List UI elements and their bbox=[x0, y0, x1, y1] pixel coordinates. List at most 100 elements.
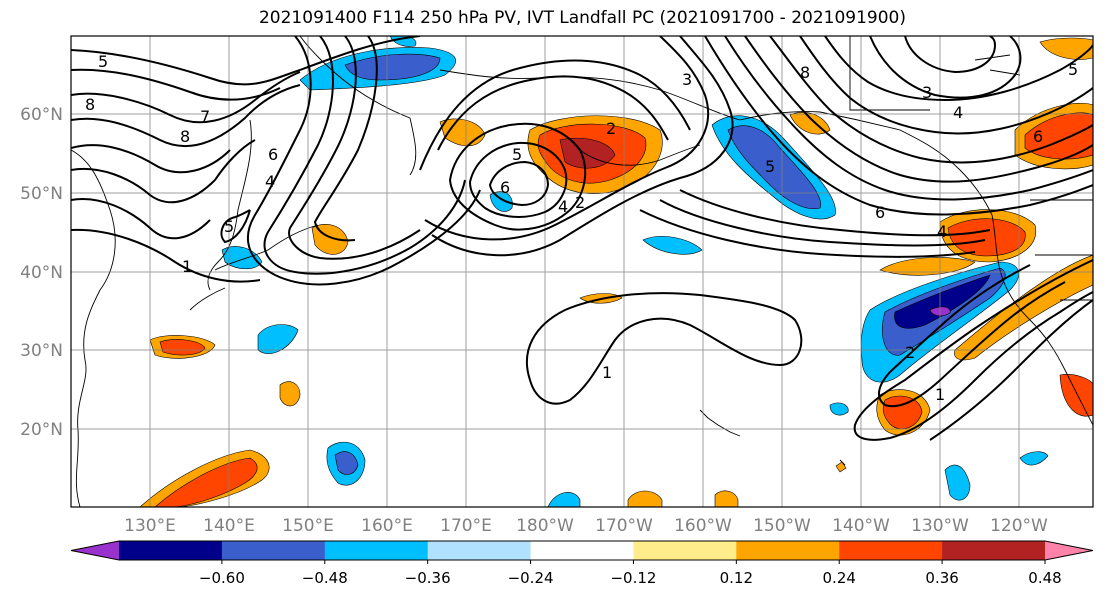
lon-label: 130°E bbox=[124, 516, 176, 536]
coastline bbox=[1030, 199, 1093, 301]
contour-label: 2 bbox=[606, 119, 616, 138]
coastline bbox=[409, 117, 417, 176]
pv-contour bbox=[71, 228, 261, 283]
contour-label: 4 bbox=[265, 172, 275, 191]
contour-label: 5 bbox=[224, 217, 234, 236]
lat-label: 20°N bbox=[20, 420, 63, 440]
lon-label: 150°E bbox=[282, 516, 334, 536]
lon-label: 160°E bbox=[361, 516, 413, 536]
coastline bbox=[699, 409, 741, 437]
pv-contour bbox=[525, 292, 803, 405]
coastline bbox=[189, 287, 226, 311]
anomaly-blob bbox=[882, 395, 923, 430]
pv-contour bbox=[853, 259, 1093, 441]
contour-label: 4 bbox=[558, 197, 568, 216]
map-panel: 5 8 7 8 6 4 5 1 5 6 4 2 2 3 8 5 3 4 6 5 … bbox=[71, 36, 1093, 507]
colorbar-extend-low bbox=[71, 541, 119, 560]
colorbar-segment bbox=[633, 541, 737, 560]
colorbar-segment bbox=[736, 541, 840, 560]
pv-contour bbox=[71, 68, 281, 101]
contour-label: 4 bbox=[953, 103, 963, 122]
colorbar-tick-label: −0.48 bbox=[302, 569, 348, 587]
pv-contour bbox=[468, 141, 568, 218]
lon-label: 130°W bbox=[911, 516, 969, 536]
map-title: 2021091400 F114 250 hPa PV, IVT Landfall… bbox=[258, 8, 906, 28]
coastline bbox=[991, 214, 1093, 426]
pv-contour bbox=[71, 36, 421, 86]
coastline bbox=[439, 69, 741, 121]
colorbar: −0.60 −0.48 −0.36 −0.24 −0.12 0.12 0.24 0.36 0.4… bbox=[70, 540, 1094, 587]
contour-label: 2 bbox=[575, 193, 585, 212]
lon-label: 160°W bbox=[674, 516, 732, 536]
anomaly-blob bbox=[1019, 451, 1049, 466]
contour-label: 5 bbox=[1068, 60, 1078, 79]
colorbar-tick-label: −0.12 bbox=[610, 569, 656, 587]
colorbar-tick-label: 0.24 bbox=[823, 569, 856, 587]
lon-label: 150°W bbox=[753, 516, 811, 536]
coastline bbox=[839, 459, 846, 466]
map-frame bbox=[70, 35, 1094, 508]
anomaly-blob bbox=[159, 339, 206, 356]
pv-contours bbox=[71, 36, 1093, 441]
lon-label: 180°W bbox=[516, 516, 574, 536]
coastline bbox=[579, 144, 701, 166]
anomaly-blob bbox=[154, 457, 258, 507]
anomaly-blob bbox=[727, 125, 821, 210]
contour-label: 5 bbox=[98, 52, 108, 71]
coastline bbox=[299, 36, 411, 119]
anomaly-blob bbox=[879, 257, 976, 276]
anomaly-blob bbox=[439, 118, 486, 147]
lat-label: 60°N bbox=[20, 105, 63, 125]
contour-label: 1 bbox=[182, 257, 192, 276]
pv-contour bbox=[448, 122, 587, 231]
contour-label: 7 bbox=[200, 107, 210, 126]
pv-contour bbox=[869, 36, 1022, 99]
anomaly-blob bbox=[1059, 374, 1093, 417]
colorbar-extend-high bbox=[1045, 541, 1093, 560]
colorbar-segment bbox=[530, 541, 634, 560]
pv-contour bbox=[71, 71, 301, 124]
colorbar-segment bbox=[942, 541, 1046, 560]
anomaly-blob bbox=[627, 490, 663, 507]
pv-contour bbox=[704, 36, 1093, 216]
contour-label: 3 bbox=[922, 83, 932, 102]
pv-contour bbox=[246, 36, 481, 286]
pv-contour bbox=[679, 189, 991, 237]
colorbar-tick-label: 0.12 bbox=[720, 569, 753, 587]
anomaly-blob bbox=[1039, 37, 1093, 60]
contour-label: 6 bbox=[500, 178, 510, 197]
lon-label: 120°W bbox=[990, 516, 1048, 536]
anomaly-blob bbox=[257, 324, 299, 354]
contour-label: 1 bbox=[935, 385, 945, 404]
lon-label: 170°W bbox=[595, 516, 653, 536]
contour-label: 1 bbox=[602, 363, 612, 382]
colorbar-tick-label: −0.60 bbox=[199, 569, 245, 587]
pv-contour bbox=[878, 264, 1066, 408]
pv-contour bbox=[71, 84, 301, 148]
coastline bbox=[207, 119, 252, 291]
pv-contour bbox=[419, 59, 691, 171]
lat-label: 50°N bbox=[20, 184, 63, 204]
anomaly-blob bbox=[947, 218, 1026, 257]
lon-label: 140°E bbox=[203, 516, 255, 536]
lon-label: 140°W bbox=[832, 516, 890, 536]
contour-labels: 5 8 7 8 6 4 5 1 5 6 4 2 2 3 8 5 3 4 6 5 … bbox=[85, 52, 1078, 404]
pv-contour bbox=[639, 209, 976, 258]
anomaly-blob bbox=[714, 490, 739, 507]
anomaly-blob bbox=[642, 236, 703, 255]
contour-label: 5 bbox=[765, 157, 775, 176]
pv-contour bbox=[724, 36, 1093, 201]
colorbar-tick-label: −0.24 bbox=[508, 569, 554, 587]
pv-contour bbox=[313, 36, 378, 242]
pv-contour bbox=[769, 36, 1093, 164]
pv-contour bbox=[263, 36, 466, 275]
colorbar-tick-label: −0.36 bbox=[405, 569, 451, 587]
pv-contour bbox=[71, 139, 256, 204]
lat-label: 30°N bbox=[20, 341, 63, 361]
anomaly-blob bbox=[344, 53, 441, 81]
contour-label: 3 bbox=[682, 70, 692, 89]
contour-label: 4 bbox=[937, 222, 947, 241]
pv-contour bbox=[220, 209, 251, 244]
contour-label: 8 bbox=[180, 127, 190, 146]
